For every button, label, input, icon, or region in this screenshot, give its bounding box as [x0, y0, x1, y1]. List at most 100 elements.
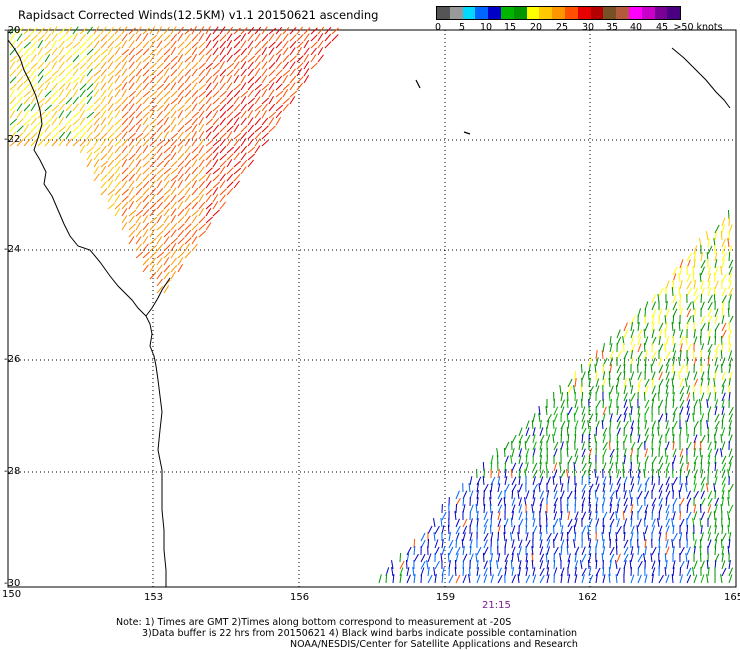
wind-barb [135, 103, 142, 112]
wind-barb [518, 567, 521, 577]
wind-barb [637, 574, 642, 584]
wind-barb [679, 518, 685, 528]
wind-barb [616, 350, 622, 360]
wind-barb [497, 476, 501, 486]
wind-barb [254, 61, 261, 70]
wind-barb [721, 553, 724, 563]
wind-barb [455, 574, 461, 584]
wind-barb [191, 82, 198, 91]
wind-barb [58, 97, 66, 105]
wind-barb [128, 186, 134, 196]
wind-barb [622, 510, 625, 521]
wind-barb [588, 364, 591, 374]
color-swatch [577, 7, 591, 19]
wind-barb [651, 427, 654, 437]
wind-barb [177, 61, 184, 70]
wind-barb [609, 350, 614, 360]
wind-barb [665, 504, 670, 514]
wind-barb [275, 117, 282, 126]
wind-barb [672, 406, 678, 416]
wind-barb [254, 104, 263, 112]
wind-barb [205, 40, 212, 49]
wind-barb [567, 511, 571, 521]
wind-barb [156, 215, 163, 224]
wind-barb [170, 46, 177, 56]
wind-barb [219, 69, 227, 77]
wind-barb [720, 448, 723, 458]
wind-barb [65, 138, 72, 147]
wind-barb [706, 420, 709, 430]
wind-barb [651, 301, 656, 311]
wind-barb [100, 61, 107, 70]
wind-barb [296, 26, 303, 35]
wind-barb [114, 83, 123, 91]
wind-barb [707, 504, 712, 514]
wind-barb [240, 68, 247, 77]
wind-barb [128, 82, 135, 91]
wind-barb [16, 68, 23, 77]
wind-barb [665, 280, 670, 290]
wind-barb [142, 187, 150, 196]
wind-barb [651, 574, 654, 584]
wind-barb [198, 216, 206, 224]
wind-barb [727, 307, 730, 318]
wind-barb [651, 447, 654, 458]
wind-barb [714, 224, 720, 234]
wind-barb [156, 201, 164, 210]
wind-barb [693, 259, 696, 269]
wind-barb [511, 525, 516, 535]
wind-barb [121, 215, 128, 224]
wind-barb [721, 217, 726, 227]
wind-barb [714, 441, 717, 451]
wind-barb [275, 110, 283, 119]
wind-barb [616, 567, 621, 577]
wind-barb [205, 180, 212, 189]
wind-barb [282, 74, 289, 84]
wind-barb [567, 385, 573, 395]
wind-barb [212, 181, 221, 189]
wind-barb [121, 188, 130, 196]
wind-barb [219, 90, 228, 98]
wind-barb [114, 202, 122, 210]
wind-barb [714, 469, 718, 479]
wind-barb [587, 559, 590, 570]
wind-barb [156, 223, 165, 231]
wind-barb [261, 97, 270, 105]
wind-barb [156, 26, 163, 35]
wind-barb [9, 40, 16, 49]
wind-barb [198, 83, 207, 91]
wind-barb [72, 125, 80, 133]
wind-barb [240, 82, 247, 91]
wind-barb [177, 251, 185, 259]
wind-barb [644, 350, 648, 360]
wind-barb [16, 33, 23, 42]
wind-barb [679, 448, 684, 458]
wind-barb [657, 518, 660, 528]
wind-barb [317, 54, 324, 63]
wind-barb [170, 90, 178, 98]
wind-barb [420, 539, 426, 549]
wind-barb [490, 553, 494, 563]
wind-barb [184, 152, 191, 161]
wind-barb [170, 97, 179, 105]
wind-barb [693, 476, 697, 486]
wind-barb [135, 145, 142, 154]
wind-barb [672, 441, 675, 451]
wind-barb [643, 532, 646, 542]
wind-barb [581, 497, 586, 507]
wind-barb [644, 546, 647, 556]
wind-barb [728, 462, 732, 472]
wind-barb [651, 420, 656, 430]
wind-barb [37, 47, 44, 56]
wind-barb [728, 364, 732, 374]
wind-barb [672, 511, 676, 521]
wind-barb [665, 427, 670, 437]
wind-barb [219, 153, 227, 161]
wind-barb [573, 462, 576, 472]
wind-barb [107, 124, 115, 133]
wind-barb [107, 95, 113, 105]
wind-barb [135, 89, 142, 98]
wind-barb [163, 167, 172, 175]
wind-barb [700, 511, 706, 521]
wind-barb [727, 511, 730, 521]
